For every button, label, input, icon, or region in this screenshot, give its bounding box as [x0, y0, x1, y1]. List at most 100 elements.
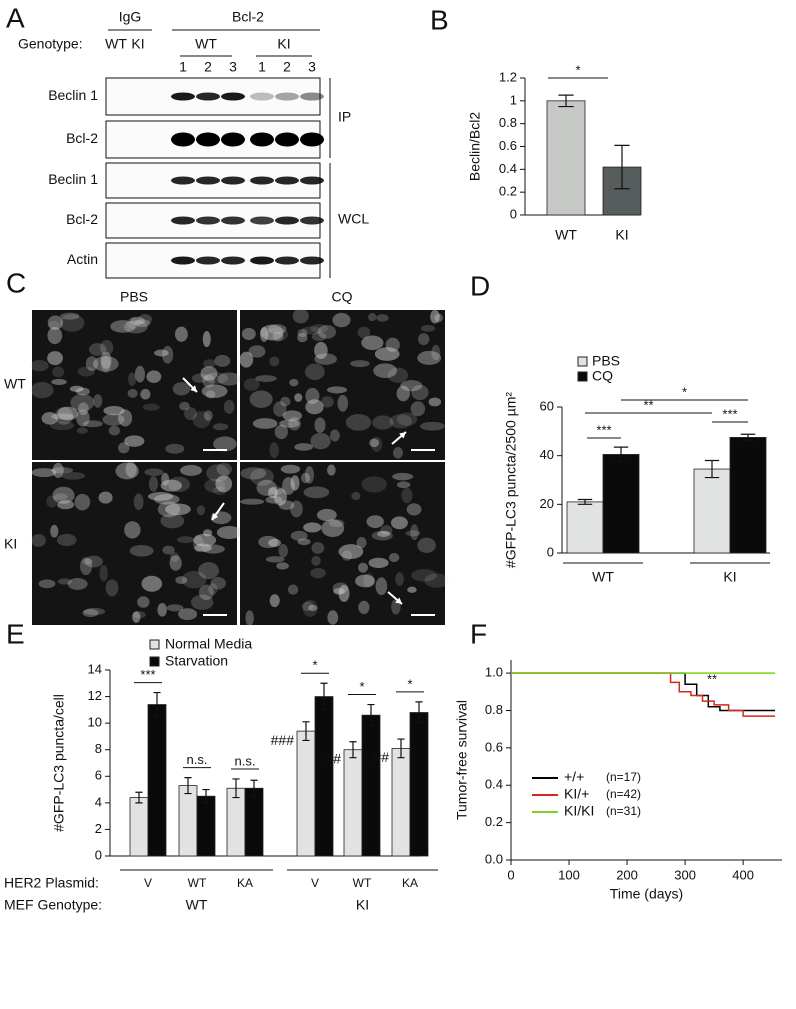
cell	[245, 610, 254, 626]
cell	[76, 409, 90, 427]
cell	[356, 537, 367, 549]
blot-band	[300, 216, 324, 225]
cell	[355, 574, 375, 588]
cell	[260, 324, 284, 341]
cell	[361, 476, 387, 493]
y-tick-label: 12	[88, 688, 102, 703]
cell	[141, 575, 163, 592]
cell	[178, 608, 198, 621]
cell	[397, 412, 418, 426]
cell	[424, 573, 449, 588]
y-tick-label: 20	[540, 496, 554, 511]
cell	[60, 312, 80, 320]
arrow-head	[212, 513, 219, 520]
cell	[361, 335, 384, 351]
cell	[329, 519, 345, 527]
cell	[376, 314, 389, 322]
cell	[83, 607, 106, 616]
legend-swatch	[577, 371, 588, 382]
cell	[201, 544, 225, 554]
cell	[305, 399, 324, 415]
cell	[310, 324, 329, 333]
cell	[358, 562, 369, 573]
cell	[387, 367, 409, 383]
cell	[265, 495, 283, 504]
blot-band	[171, 132, 195, 147]
cell	[47, 326, 63, 345]
blot-row-label: Beclin 1	[48, 171, 98, 187]
cell	[134, 319, 151, 328]
cell	[74, 493, 91, 511]
blot-band	[196, 216, 220, 225]
cell	[390, 516, 408, 530]
cell	[50, 413, 75, 420]
cell	[52, 366, 65, 378]
cell	[370, 436, 383, 452]
cell	[338, 544, 364, 560]
blot-band	[300, 92, 324, 101]
cell	[223, 399, 235, 414]
y-tick-label: 0.0	[485, 851, 503, 866]
y-tick-label: 1.2	[499, 69, 517, 84]
x-tick-label: WT	[555, 227, 577, 243]
y-tick-label: 40	[540, 447, 554, 462]
cell	[57, 578, 73, 585]
error-bar	[153, 691, 161, 718]
cell	[196, 505, 206, 516]
cell	[170, 552, 180, 562]
cell	[300, 472, 310, 484]
cell	[428, 397, 442, 407]
cell	[50, 420, 75, 431]
blot-band	[300, 176, 324, 185]
cell	[294, 443, 314, 451]
cell	[144, 468, 164, 477]
cell	[280, 396, 291, 407]
cell	[297, 328, 308, 338]
cell	[50, 467, 74, 474]
cell	[166, 604, 184, 612]
legend-label: KI/+	[564, 786, 589, 802]
cell	[272, 331, 284, 342]
legend-label: PBS	[592, 353, 620, 369]
y-tick-label: 0.4	[499, 161, 517, 176]
blot-band	[250, 216, 274, 225]
cell	[41, 412, 58, 425]
cell	[290, 475, 300, 491]
bar	[226, 787, 246, 857]
x-tick-label: V	[144, 876, 152, 890]
cell	[123, 320, 148, 334]
cell	[140, 388, 151, 400]
cell	[311, 555, 321, 566]
significance-label: **	[643, 397, 653, 412]
blot-band	[221, 256, 245, 265]
cell	[332, 312, 351, 328]
arrow-head	[399, 432, 406, 439]
x-tick-label: WT	[188, 876, 207, 890]
y-axis-label: Beclin/Bcl2	[467, 112, 483, 181]
cell	[162, 545, 175, 555]
cell	[204, 372, 229, 384]
cell	[101, 355, 111, 373]
cell	[103, 406, 125, 416]
cell	[310, 568, 326, 579]
cell	[267, 324, 287, 335]
y-axis-label: #GFP-LC3 puncta/cell	[51, 694, 67, 832]
cell	[304, 363, 325, 380]
cell	[410, 524, 419, 541]
cell	[142, 403, 160, 411]
cell	[59, 314, 85, 332]
cell	[372, 415, 394, 430]
cell	[129, 316, 145, 325]
bar	[178, 785, 198, 857]
group-label: WT	[186, 897, 208, 913]
cell	[98, 491, 113, 504]
y-tick-label: 14	[88, 661, 102, 676]
cell	[147, 492, 174, 501]
legend-swatch	[149, 656, 160, 667]
cell	[102, 413, 125, 426]
cell	[243, 378, 260, 391]
y-tick-label: 8	[95, 741, 102, 756]
cell	[108, 425, 120, 436]
cell	[240, 467, 267, 480]
cell	[82, 420, 103, 428]
